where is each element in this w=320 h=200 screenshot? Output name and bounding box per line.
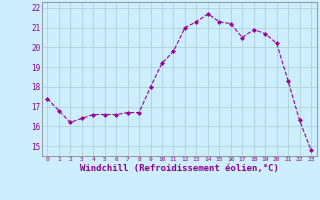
X-axis label: Windchill (Refroidissement éolien,°C): Windchill (Refroidissement éolien,°C) (80, 164, 279, 173)
